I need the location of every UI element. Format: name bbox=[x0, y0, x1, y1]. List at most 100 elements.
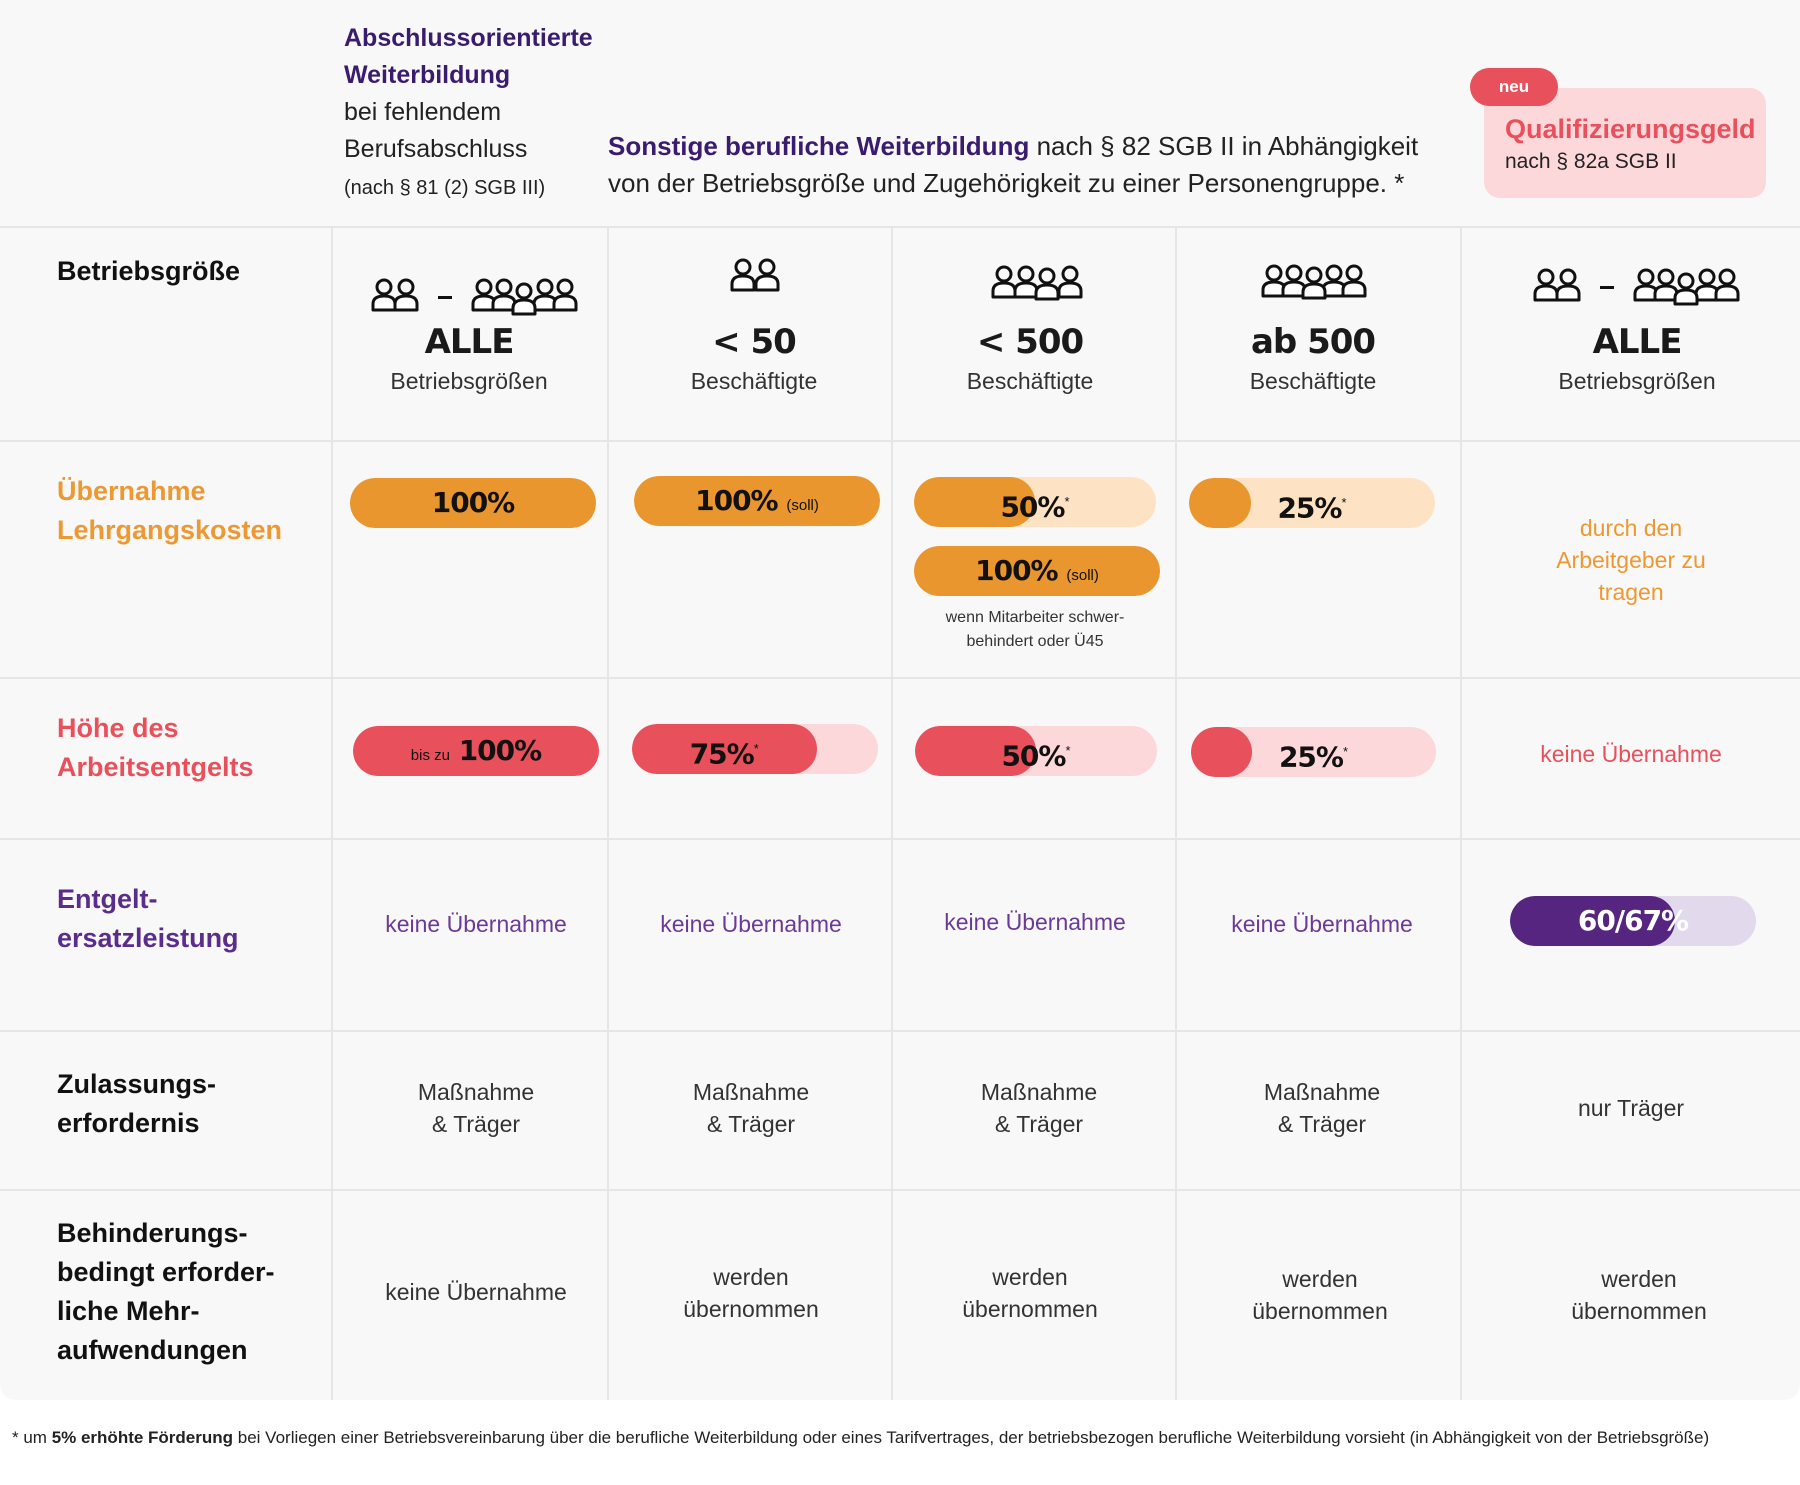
ersatz-cell-1: keine Übernahme bbox=[660, 911, 842, 937]
header-sonstige-line2: von der Betriebsgröße und Zugehörigkeit … bbox=[608, 168, 1405, 198]
ersatz-bar-4: 60/67% bbox=[1510, 896, 1756, 946]
entgelt-bar-3-label: 25%* bbox=[1191, 727, 1436, 777]
zulassung-cell-0: Maßnahme & Träger bbox=[341, 1076, 611, 1140]
table-panel bbox=[0, 0, 1800, 1400]
entgelt-bar-2-fill bbox=[915, 726, 1036, 776]
header-abschluss-line3: bei fehlendem bbox=[344, 98, 502, 126]
row-label-behinderung-4: aufwendungen bbox=[57, 1335, 248, 1365]
row-label-zulassung-2: erfordernis bbox=[57, 1108, 200, 1138]
col-head-0: ALLE Betriebsgrößen bbox=[334, 322, 604, 395]
row-divider bbox=[0, 1189, 1800, 1191]
lehrgang-bar-3: 25%* bbox=[1189, 478, 1435, 528]
ersatz-bar-4-fill bbox=[1510, 896, 1675, 946]
entgelt-bar-3-fill bbox=[1191, 727, 1253, 777]
zulassung-cell-1: Maßnahme & Träger bbox=[616, 1076, 886, 1140]
lehrgang-bar-3-value: 25% bbox=[1277, 491, 1342, 525]
lehrgang-bar-2-star: * bbox=[1064, 494, 1070, 509]
zulassung-cell-3: Maßnahme & Träger bbox=[1187, 1076, 1457, 1140]
col-head-4: ALLE Betriebsgrößen bbox=[1502, 322, 1772, 395]
lehrgang-bar-extra-suffix: (soll) bbox=[1066, 567, 1099, 584]
entgelt-bar-1-fill bbox=[632, 724, 817, 774]
header-sonstige-bold: Sonstige berufliche Weiterbildung bbox=[608, 131, 1030, 161]
entgelt-bar-2-star: * bbox=[1065, 743, 1071, 758]
col-head-4-big: ALLE bbox=[1592, 322, 1683, 362]
people-group-icon bbox=[1261, 264, 1367, 300]
col-head-3-small: Beschäftigte bbox=[1249, 368, 1377, 394]
entgelt-bar-1-label: 75%* bbox=[632, 724, 817, 774]
row-label-lehrgang-1: Übernahme bbox=[57, 476, 206, 506]
col-divider bbox=[1175, 226, 1177, 1400]
col-head-0-small: Betriebsgrößen bbox=[390, 368, 548, 394]
behinderung-3-line2: übernommen bbox=[1252, 1298, 1388, 1324]
entgelt-bar-0: bis zu 100% bbox=[353, 726, 599, 776]
header-sonstige-rest: nach § 82 SGB II in Abhängigkeit bbox=[1029, 131, 1419, 161]
header-abschluss-line4: Berufsabschluss bbox=[344, 135, 528, 163]
lehrgang-bar-0-label: 100% bbox=[350, 478, 596, 528]
col-divider bbox=[891, 226, 893, 1400]
header-sonstige: Sonstige berufliche Weiterbildung nach §… bbox=[608, 128, 1458, 202]
qualifizierungsgeld-title: Qualifizierungsgeld bbox=[1505, 114, 1756, 144]
behinderung-1-line2: übernommen bbox=[683, 1296, 819, 1322]
entgelt-bar-0-value: 100% bbox=[458, 734, 543, 767]
zulassung-cell-4: nur Träger bbox=[1577, 1095, 1685, 1121]
lehrgang-bar-0: 100% bbox=[350, 478, 596, 528]
behinderung-cell-0: keine Übernahme bbox=[385, 1279, 567, 1305]
lehrgang-bar-2-value: 50% bbox=[1000, 490, 1065, 524]
entgelt-cell-4: keine Übernahme bbox=[1540, 741, 1722, 767]
zulassung-1-line1: Maßnahme bbox=[692, 1079, 810, 1105]
footnote-rest: bei Vorliegen einer Betriebsvereinbarung… bbox=[233, 1428, 1710, 1447]
zulassung-cell-2: Maßnahme & Träger bbox=[904, 1076, 1174, 1140]
footnote-star: * um bbox=[12, 1428, 52, 1447]
lehrgang-bar-0-value: 100% bbox=[431, 486, 516, 519]
header-abschluss-title1: Abschlussorientierte bbox=[344, 24, 593, 52]
lehrgang-bar-3-star: * bbox=[1341, 495, 1347, 510]
col-head-2: < 500 Beschäftigte bbox=[895, 322, 1165, 395]
entgelt-bar-1-value: 75% bbox=[689, 737, 755, 771]
behinderung-4-line2: übernommen bbox=[1571, 1298, 1707, 1324]
behinderung-2-line2: übernommen bbox=[962, 1296, 1098, 1322]
row-divider bbox=[0, 440, 1800, 442]
row-label-behinderung-2: bedingt erforder- bbox=[57, 1257, 275, 1287]
people-group-icon bbox=[730, 258, 780, 292]
lehrgang-bar-extra: 100% (soll) bbox=[914, 546, 1160, 596]
header-abschluss-law: (nach § 81 (2) SGB III) bbox=[344, 177, 546, 199]
entgelt-bar-3: 25%* bbox=[1191, 727, 1436, 777]
zulassung-3-line2: & Träger bbox=[1277, 1111, 1367, 1137]
lehrgang-bar-1: 100% (soll) bbox=[634, 476, 880, 526]
row-label-entgelt-1: Höhe des bbox=[57, 713, 179, 743]
ersatz-cell-0: keine Übernahme bbox=[385, 911, 567, 937]
row-label-lehrgang: Übernahme Lehrgangskosten bbox=[57, 472, 282, 550]
entgelt-bar-3-star: * bbox=[1342, 744, 1349, 759]
row-label-entgelt-2: Arbeitsentgelts bbox=[57, 752, 254, 782]
ersatz-cell-2: keine Übernahme bbox=[944, 909, 1126, 935]
qualifizierungsgeld-box bbox=[1484, 88, 1766, 198]
entgelt-bar-1: 75%* bbox=[632, 724, 878, 774]
row-label-ersatz-1: Entgelt- bbox=[57, 884, 158, 914]
row-label-ersatz: Entgelt- ersatzleistung bbox=[57, 880, 239, 958]
lehrgang-bar-1-suffix: (soll) bbox=[786, 497, 819, 514]
row-label-zulassung: Zulassungs- erfordernis bbox=[57, 1065, 216, 1143]
behinderung-cell-1: werden übernommen bbox=[616, 1261, 886, 1325]
entgelt-bar-2: 50%* bbox=[915, 726, 1157, 776]
lehrgang-bar-2-fill bbox=[914, 477, 1035, 527]
zulassung-3-line1: Maßnahme bbox=[1263, 1079, 1381, 1105]
col-head-2-big: < 500 bbox=[976, 322, 1084, 362]
lehrgang-bar-extra-fill bbox=[914, 546, 1160, 596]
col-divider bbox=[1460, 226, 1462, 1400]
row-label-behinderung: Behinderungs- bedingt erforder- liche Me… bbox=[57, 1214, 275, 1370]
footnote-bold: 5% erhöhte Förderung bbox=[51, 1428, 234, 1447]
row-label-behinderung-1: Behinderungs- bbox=[57, 1218, 248, 1248]
col-head-3: ab 500 Beschäftigte bbox=[1178, 322, 1448, 395]
lehrgang-bar-1-fill bbox=[634, 476, 880, 526]
behinderung-cell-2: werden übernommen bbox=[895, 1261, 1165, 1325]
behinderung-cell-3: werden übernommen bbox=[1185, 1263, 1455, 1327]
lehrgang-note-line2: behindert oder Ü45 bbox=[966, 633, 1104, 650]
lehrgang-bar-1-label: 100% (soll) bbox=[634, 476, 880, 526]
header-abschluss-title2: Weiterbildung bbox=[344, 61, 511, 89]
people-group-icon bbox=[1533, 268, 1740, 306]
row-divider bbox=[0, 1030, 1800, 1032]
people-group-icon bbox=[371, 278, 578, 316]
zulassung-2-line2: & Träger bbox=[994, 1111, 1084, 1137]
entgelt-bar-0-prefix: bis zu bbox=[410, 747, 450, 764]
col-divider bbox=[607, 226, 609, 1400]
